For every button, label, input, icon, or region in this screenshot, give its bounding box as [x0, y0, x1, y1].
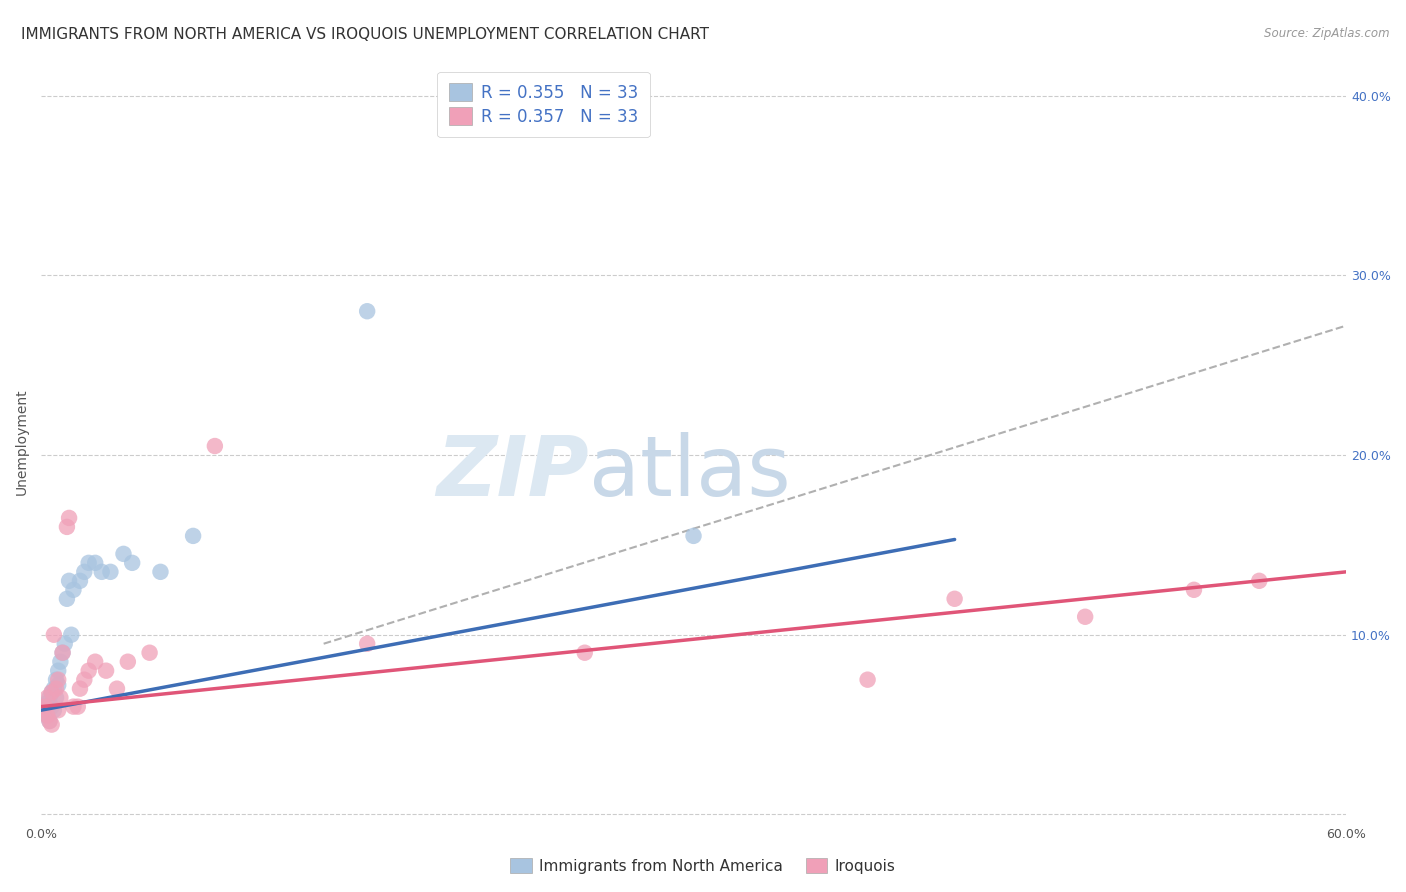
Legend: R = 0.355   N = 33, R = 0.357   N = 33: R = 0.355 N = 33, R = 0.357 N = 33	[437, 71, 650, 137]
Point	[46, 664, 69, 678]
Point	[100, 565, 122, 579]
Point	[138, 646, 160, 660]
Y-axis label: Unemployment: Unemployment	[15, 388, 30, 495]
Point	[112, 547, 135, 561]
Point	[77, 664, 100, 678]
Point	[56, 591, 79, 606]
Point	[62, 699, 84, 714]
Point	[181, 529, 204, 543]
Point	[32, 699, 55, 714]
Point	[105, 681, 128, 696]
Point	[121, 556, 143, 570]
Point	[58, 511, 80, 525]
Text: Source: ZipAtlas.com: Source: ZipAtlas.com	[1264, 27, 1389, 40]
Point	[73, 673, 96, 687]
Point	[356, 637, 378, 651]
Point	[58, 574, 80, 588]
Point	[1249, 574, 1271, 588]
Point	[41, 717, 63, 731]
Text: ZIP: ZIP	[436, 432, 589, 513]
Point	[69, 681, 91, 696]
Point	[37, 708, 59, 723]
Point	[42, 703, 65, 717]
Point	[84, 655, 107, 669]
Point	[41, 699, 63, 714]
Point	[42, 681, 65, 696]
Point	[77, 556, 100, 570]
Point	[682, 529, 704, 543]
Point	[38, 714, 60, 728]
Point	[204, 439, 226, 453]
Text: IMMIGRANTS FROM NORTH AMERICA VS IROQUOIS UNEMPLOYMENT CORRELATION CHART: IMMIGRANTS FROM NORTH AMERICA VS IROQUOI…	[21, 27, 709, 42]
Text: atlas: atlas	[589, 432, 790, 513]
Point	[90, 565, 112, 579]
Point	[49, 690, 72, 705]
Point	[45, 681, 67, 696]
Point	[1074, 609, 1097, 624]
Point	[38, 690, 60, 705]
Point	[53, 637, 76, 651]
Point	[60, 628, 83, 642]
Point	[84, 556, 107, 570]
Point	[574, 646, 596, 660]
Point	[37, 690, 59, 705]
Point	[42, 628, 65, 642]
Legend: Immigrants from North America, Iroquois: Immigrants from North America, Iroquois	[503, 852, 903, 880]
Point	[38, 714, 60, 728]
Point	[46, 678, 69, 692]
Point	[32, 703, 55, 717]
Point	[149, 565, 172, 579]
Point	[51, 646, 73, 660]
Point	[51, 646, 73, 660]
Point	[69, 574, 91, 588]
Point	[943, 591, 966, 606]
Point	[62, 582, 84, 597]
Point	[45, 690, 67, 705]
Point	[94, 664, 117, 678]
Point	[37, 696, 59, 710]
Point	[117, 655, 139, 669]
Point	[37, 708, 59, 723]
Point	[66, 699, 89, 714]
Point	[73, 565, 96, 579]
Point	[1182, 582, 1205, 597]
Point	[46, 703, 69, 717]
Point	[45, 673, 67, 687]
Point	[856, 673, 879, 687]
Point	[41, 685, 63, 699]
Point	[46, 673, 69, 687]
Point	[34, 699, 56, 714]
Point	[34, 703, 56, 717]
Point	[56, 520, 79, 534]
Point	[356, 304, 378, 318]
Point	[49, 655, 72, 669]
Point	[41, 685, 63, 699]
